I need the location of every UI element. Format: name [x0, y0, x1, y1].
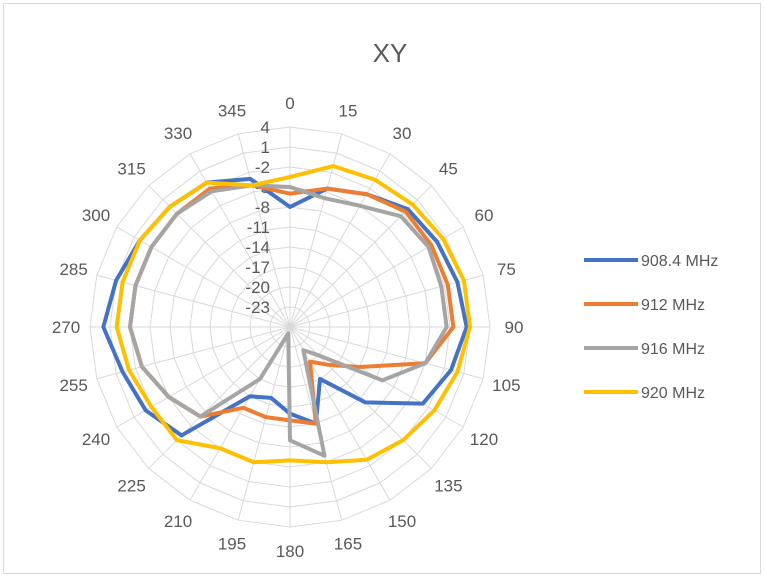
angle-label: 270 [52, 318, 80, 337]
grid-spoke [289, 326, 391, 501]
grid-spoke [116, 226, 291, 328]
legend-label: 920 MHz [641, 385, 705, 402]
angle-label: 0 [285, 94, 294, 113]
radial-tick-label: 4 [261, 118, 270, 137]
angle-label: 135 [434, 476, 462, 495]
angle-label: 75 [497, 260, 516, 279]
grid-spoke [237, 133, 291, 328]
radial-tick-label: 1 [261, 138, 270, 157]
chart-area [3, 3, 761, 574]
radial-tick-labels: 41-2-5-8-11-14-17-20-23 [245, 118, 270, 317]
legend-label: 916 MHz [641, 341, 705, 358]
angle-label: 150 [388, 512, 416, 531]
grid-spoke [148, 326, 291, 469]
angle-label: 30 [393, 124, 412, 143]
grid-spoke [96, 274, 291, 328]
radial-tick-label: -17 [245, 258, 270, 277]
grid-spoke [289, 226, 464, 328]
grid-spoke [289, 326, 484, 380]
angle-label: 225 [117, 476, 145, 495]
legend-label: 912 MHz [641, 297, 705, 314]
radial-tick-label: -8 [255, 198, 270, 217]
grid-spoke [289, 133, 343, 328]
angle-label: 165 [334, 534, 362, 553]
angle-label: 255 [59, 376, 87, 395]
angle-label: 345 [218, 102, 246, 121]
angle-label: 195 [218, 534, 246, 553]
grid-spoke [237, 326, 291, 521]
angle-label: 240 [82, 430, 110, 449]
angle-label: 210 [164, 512, 192, 531]
radial-tick-label: -11 [247, 218, 270, 237]
legend: 908.4 MHz 912 MHz 916 MHz 920 MHz [584, 253, 718, 402]
angle-label: 120 [470, 430, 498, 449]
angle-label: 315 [117, 160, 145, 179]
series-line-3 [128, 183, 449, 458]
angle-label: 90 [505, 318, 524, 337]
angle-label: 285 [59, 260, 87, 279]
angle-label: 15 [339, 102, 358, 121]
radial-tick-label: -20 [245, 278, 270, 297]
series-lines [101, 164, 472, 465]
grid-spoke [289, 326, 432, 469]
angle-label: 300 [82, 206, 110, 225]
chart-title: XY [373, 38, 408, 68]
grid-spoke [289, 153, 391, 328]
angle-label: 105 [492, 376, 520, 395]
legend-label: 908.4 MHz [641, 253, 718, 270]
radial-tick-label: -14 [245, 238, 270, 257]
series-line-4 [114, 164, 472, 465]
angle-label: 45 [439, 160, 458, 179]
angle-label: 60 [475, 206, 494, 225]
radial-tick-label: -2 [255, 158, 270, 177]
grid-spoke [289, 274, 484, 328]
angle-label: 330 [164, 124, 192, 143]
grid-spoke [148, 185, 291, 328]
radial-tick-label: -23 [245, 298, 270, 317]
grid-spoke [116, 326, 291, 428]
angle-label: 180 [276, 542, 304, 561]
angle-labels: 0 15 30 45 60 75 90 105 120 135 150 165 180 195 210 225… [52, 94, 524, 561]
